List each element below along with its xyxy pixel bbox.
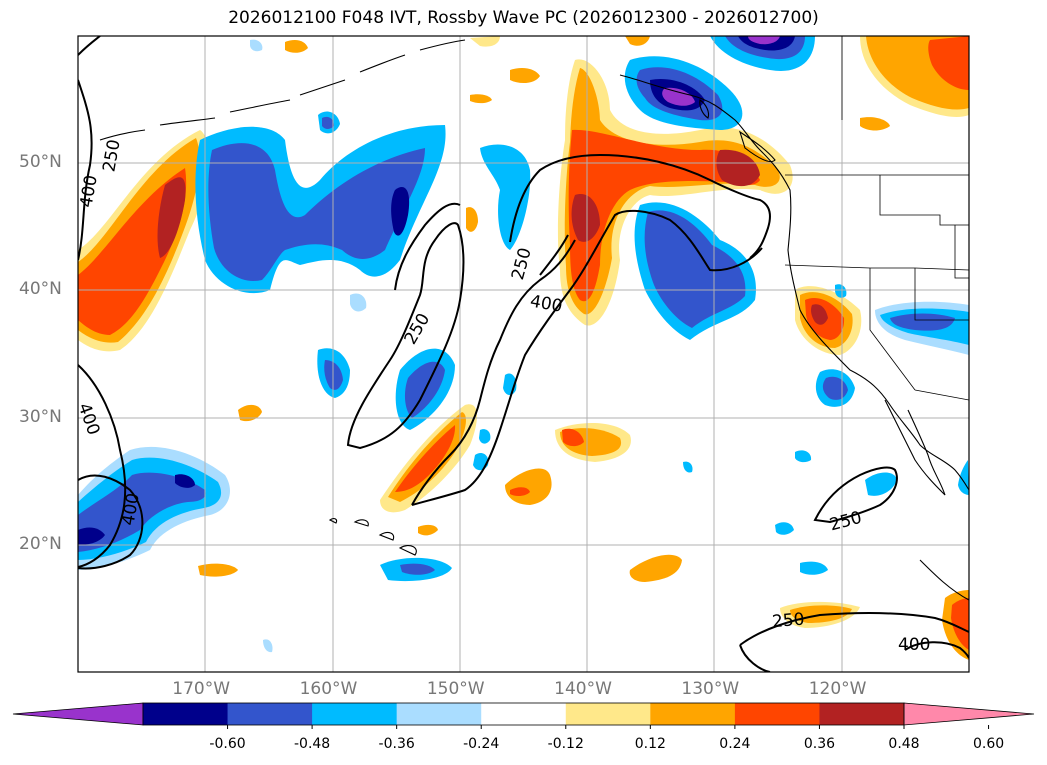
gridlines <box>78 36 969 672</box>
lon-label: 130°W <box>681 679 740 699</box>
colorbar-swatch <box>143 703 229 725</box>
ivt-contours <box>78 36 969 672</box>
anomaly-shading <box>78 36 969 660</box>
colorbar-tick-label: 0.24 <box>719 736 751 752</box>
contour-label: 250 <box>99 138 124 173</box>
colorbar-swatch <box>396 703 482 725</box>
colorbar-tick-label: -0.60 <box>209 736 246 752</box>
colorbar-tick-label: -0.36 <box>378 736 415 752</box>
lon-label: 140°W <box>554 679 612 699</box>
colorbar-tick-label: 0.48 <box>888 736 920 752</box>
colorbar-swatch <box>650 703 736 725</box>
colorbar-tick-label: 0.36 <box>803 736 836 752</box>
colorbar-tick-label: 0.12 <box>634 736 666 752</box>
lon-label: 120°W <box>808 679 867 699</box>
colorbar-extend-low <box>12 702 144 726</box>
political-borders <box>784 36 969 401</box>
lon-label: 160°W <box>299 679 358 699</box>
contour-label: 250 <box>828 508 865 536</box>
map-title: 2026012100 F048 IVT, Rossby Wave PC (202… <box>228 8 819 28</box>
contour-label: 400 <box>77 174 102 209</box>
contour-label: 400 <box>529 291 564 316</box>
colorbar-swatch <box>481 703 567 725</box>
lat-label: 40°N <box>19 279 62 300</box>
colorbar-tick-label: -0.12 <box>547 736 584 752</box>
colorbar-swatch <box>819 703 905 725</box>
lat-label: 30°N <box>19 406 62 427</box>
colorbar-swatch <box>227 703 313 725</box>
contour-label: 250 <box>401 310 435 348</box>
colorbar-swatch <box>312 703 398 725</box>
contour-label: 400 <box>898 635 930 655</box>
map-frame <box>77 35 970 673</box>
colorbar-extend-high <box>903 702 1035 726</box>
colorbar-swatch <box>565 703 651 725</box>
lat-label: 20°N <box>19 533 62 554</box>
colorbar-tick-label: -0.48 <box>293 736 331 752</box>
contour-label: 250 <box>508 246 536 283</box>
colorbar-tick-label: -0.24 <box>463 736 500 752</box>
colorbar-frame <box>142 702 905 726</box>
coastlines <box>99 39 969 601</box>
colorbar-swatch <box>734 703 820 725</box>
colorbar <box>12 702 1035 729</box>
colorbar-tick-label: 0.60 <box>972 736 1005 752</box>
lon-label: 170°W <box>172 679 231 699</box>
warm-region-northeast <box>557 59 793 326</box>
lat-label: 50°N <box>19 152 62 173</box>
lon-label: 150°W <box>426 679 485 699</box>
contour-label: 250 <box>771 609 805 632</box>
